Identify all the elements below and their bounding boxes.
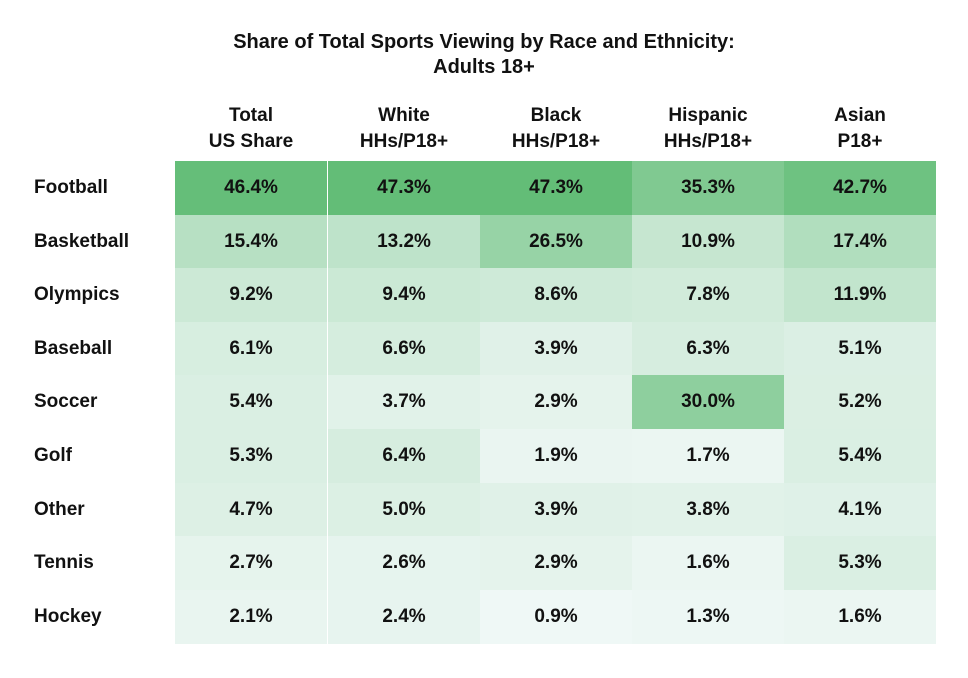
heatmap-cell: 1.6%	[784, 589, 936, 644]
heatmap-cell: 5.0%	[328, 482, 480, 537]
heatmap-cell: 2.1%	[175, 589, 327, 644]
heatmap-cell: 30.0%	[632, 375, 784, 430]
heatmap-cell: 17.4%	[784, 214, 936, 269]
column-header-line1: Hispanic	[668, 105, 748, 126]
heatmap-cell: 2.6%	[328, 536, 480, 591]
column-header-line2: P18+	[837, 131, 883, 152]
row-label: Tennis	[34, 552, 94, 574]
heatmap-cell: 5.3%	[784, 536, 936, 591]
column-header: Total US Share	[175, 103, 327, 155]
row-label: Hockey	[34, 605, 102, 627]
heatmap-cell: 6.6%	[328, 321, 480, 376]
heatmap-cell: 2.7%	[175, 536, 327, 591]
heatmap-cell: 2.9%	[480, 536, 632, 591]
heatmap-cell: 1.9%	[480, 429, 632, 483]
column-header-line1: Black	[530, 105, 582, 126]
column-header: White HHs/P18+	[328, 103, 480, 155]
row-label: Basketball	[34, 230, 130, 252]
heatmap-cell: 5.3%	[175, 429, 327, 483]
heatmap-cell: 6.1%	[175, 321, 327, 376]
heatmap-cell: 35.3%	[632, 161, 784, 215]
row-label: Olympics	[34, 284, 120, 306]
heatmap-cell: 3.7%	[328, 375, 480, 430]
column-header-line1: White	[378, 105, 430, 126]
heatmap-cell: 1.6%	[632, 536, 784, 591]
heatmap-cell: 5.1%	[784, 321, 936, 376]
heatmap-cell: 8.6%	[480, 268, 632, 323]
heatmap-cell: 1.7%	[632, 429, 784, 483]
heatmap-cell: 47.3%	[480, 161, 632, 215]
column-header: Black HHs/P18+	[480, 103, 632, 155]
column-header-line2: HHs/P18+	[511, 131, 601, 152]
heatmap-cell: 26.5%	[480, 214, 632, 269]
heatmap-cell: 1.3%	[632, 589, 784, 644]
heatmap-cell: 42.7%	[784, 161, 936, 215]
chart-title: Share of Total Sports Viewing by Race an…	[0, 30, 968, 80]
column-header-line2: HHs/P18+	[663, 131, 753, 152]
chart-title-line1: Share of Total Sports Viewing by Race an…	[233, 31, 735, 53]
heatmap-cell: 7.8%	[632, 268, 784, 323]
column-header-line1: Total	[229, 105, 273, 126]
chart-subtitle: Adults 18+	[433, 56, 535, 78]
heatmap-cell: 9.2%	[175, 268, 327, 323]
heatmap-cell: 5.4%	[175, 375, 327, 430]
heatmap-cell: 46.4%	[175, 161, 327, 215]
heatmap-cell: 3.8%	[632, 482, 784, 537]
row-label: Football	[34, 177, 108, 198]
heatmap-cell: 4.7%	[175, 482, 327, 537]
row-label: Soccer	[34, 391, 98, 413]
heatmap-cell: 11.9%	[784, 268, 936, 323]
heatmap-cell: 2.9%	[480, 375, 632, 430]
heatmap-cell: 10.9%	[632, 214, 784, 269]
column-header: Hispanic HHs/P18+	[632, 103, 784, 155]
heatmap-cell: 15.4%	[175, 214, 327, 269]
column-header-line2: HHs/P18+	[359, 131, 449, 152]
row-label: Baseball	[34, 337, 113, 359]
heatmap-cell: 0.9%	[480, 589, 632, 644]
heatmap-cell: 13.2%	[328, 214, 480, 269]
row-label: Golf	[34, 445, 72, 466]
column-header-line2: US Share	[208, 131, 294, 152]
column-header: Asian P18+	[784, 103, 936, 155]
heatmap-cell: 5.4%	[784, 429, 936, 483]
heatmap-cell: 3.9%	[480, 482, 632, 537]
heatmap-cell: 2.4%	[328, 589, 480, 644]
heatmap-cell: 6.3%	[632, 321, 784, 376]
row-label: Other	[34, 498, 85, 520]
heatmap-cell: 3.9%	[480, 321, 632, 376]
heatmap-cell: 6.4%	[328, 429, 480, 483]
heatmap-cell: 9.4%	[328, 268, 480, 323]
heatmap-cell: 4.1%	[784, 482, 936, 537]
heatmap-cell: 47.3%	[328, 161, 480, 215]
heatmap-cell: 5.2%	[784, 375, 936, 430]
column-header-line1: Asian	[834, 105, 886, 126]
